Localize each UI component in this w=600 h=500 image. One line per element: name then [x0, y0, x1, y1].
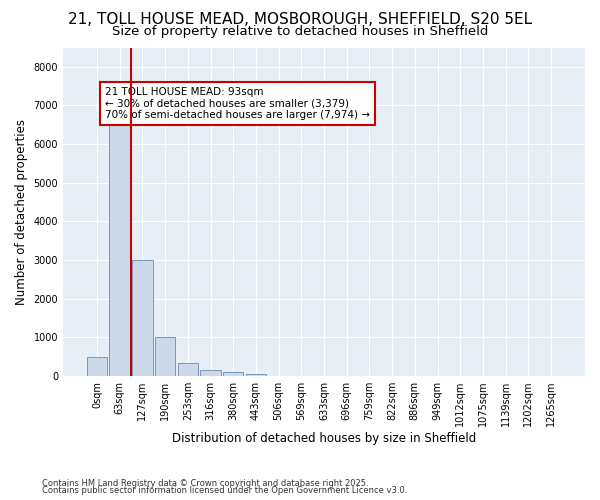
Bar — [87, 357, 107, 376]
Text: 21 TOLL HOUSE MEAD: 93sqm
← 30% of detached houses are smaller (3,379)
70% of se: 21 TOLL HOUSE MEAD: 93sqm ← 30% of detac… — [105, 87, 370, 120]
Bar — [155, 338, 175, 376]
Bar — [223, 372, 244, 376]
Y-axis label: Number of detached properties: Number of detached properties — [15, 119, 28, 305]
Bar — [200, 370, 221, 376]
Bar — [245, 374, 266, 376]
Text: Size of property relative to detached houses in Sheffield: Size of property relative to detached ho… — [112, 25, 488, 38]
Bar — [109, 125, 130, 376]
Text: Contains public sector information licensed under the Open Government Licence v3: Contains public sector information licen… — [42, 486, 407, 495]
Text: Contains HM Land Registry data © Crown copyright and database right 2025.: Contains HM Land Registry data © Crown c… — [42, 478, 368, 488]
Bar — [132, 260, 152, 376]
Bar — [178, 362, 198, 376]
Text: 21, TOLL HOUSE MEAD, MOSBOROUGH, SHEFFIELD, S20 5EL: 21, TOLL HOUSE MEAD, MOSBOROUGH, SHEFFIE… — [68, 12, 532, 28]
X-axis label: Distribution of detached houses by size in Sheffield: Distribution of detached houses by size … — [172, 432, 476, 445]
